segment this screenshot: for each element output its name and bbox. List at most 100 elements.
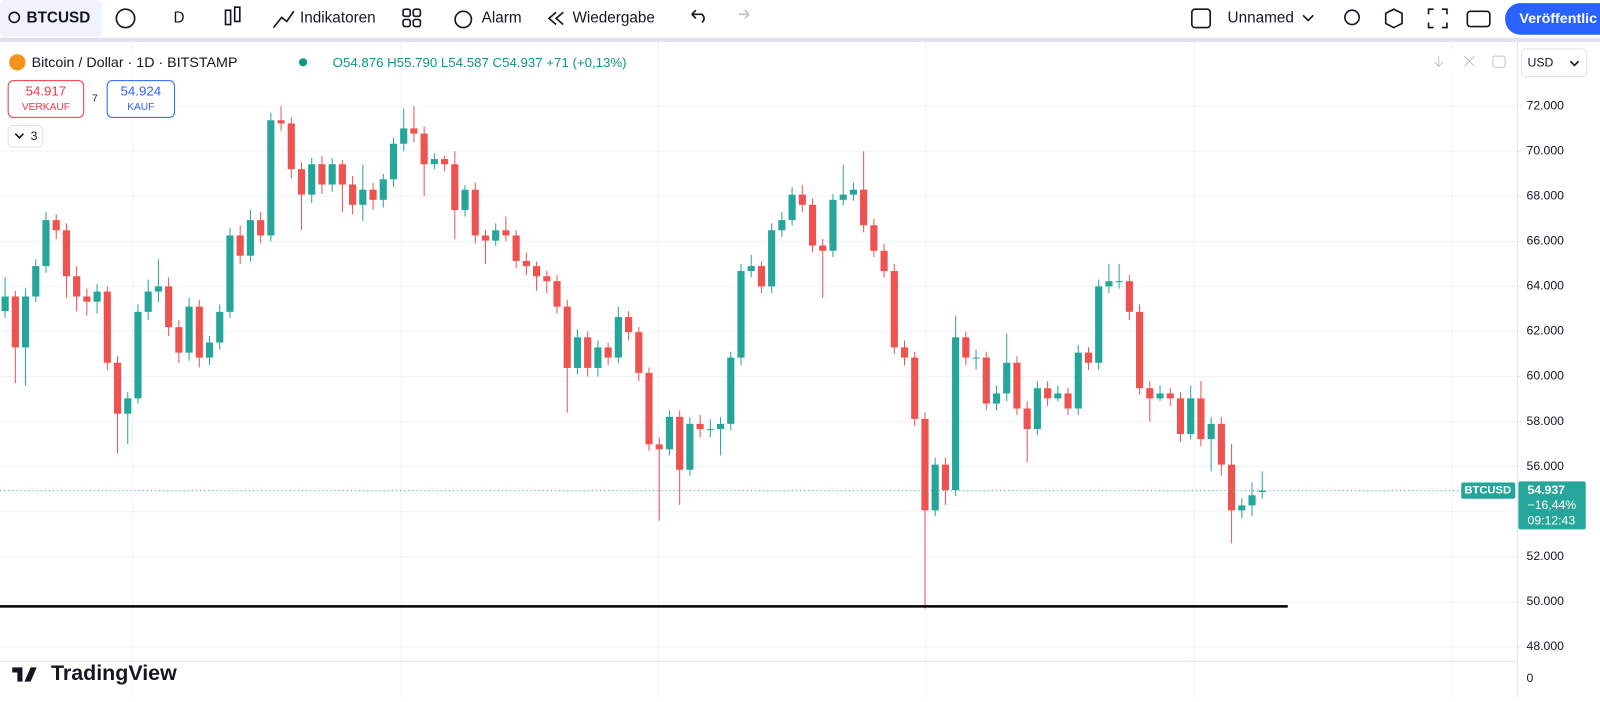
candle-body xyxy=(349,184,357,205)
candle-body xyxy=(788,194,796,221)
settings-icon[interactable] xyxy=(1384,8,1403,29)
candle-body xyxy=(1238,505,1246,511)
candle-body xyxy=(594,347,602,368)
candle-body xyxy=(931,464,939,511)
candle-body xyxy=(768,230,776,287)
candle-body xyxy=(573,337,582,368)
redo-icon[interactable] xyxy=(738,9,750,19)
collapse-pane[interactable] xyxy=(1463,55,1475,67)
candle-body xyxy=(297,169,306,195)
candle-body xyxy=(1228,464,1236,511)
candle-body xyxy=(1258,490,1266,492)
templates-icon-3 xyxy=(402,18,412,28)
buy-label: KAUF xyxy=(127,102,154,113)
candle-body xyxy=(676,416,684,470)
candle-body xyxy=(226,235,234,312)
candle-body xyxy=(870,225,878,251)
legend-ohlc: O54.876 H55.790 L54.587 C54.937 +71 (+0,… xyxy=(333,55,627,70)
candle-body xyxy=(1074,352,1082,409)
templates-icon-4 xyxy=(412,18,422,28)
candle-body xyxy=(113,362,122,414)
candle-body xyxy=(614,317,622,358)
currency-select[interactable] xyxy=(1520,48,1588,78)
candle-body xyxy=(1207,423,1215,440)
publish-button[interactable] xyxy=(1505,3,1600,35)
indicators-button[interactable]: Indikatoren xyxy=(300,9,376,26)
compare-icon[interactable] xyxy=(115,8,136,29)
snapshot-icon[interactable] xyxy=(1466,10,1491,28)
undo-icon[interactable] xyxy=(691,9,705,24)
chart-type-icon-2 xyxy=(233,6,241,23)
candle-body xyxy=(532,266,541,277)
candles xyxy=(0,106,1288,609)
candle-body xyxy=(389,143,398,180)
collapse-icon xyxy=(14,133,25,139)
candle-body xyxy=(563,306,571,368)
candle-body xyxy=(1064,393,1072,409)
candle-body xyxy=(124,398,132,414)
candle-body xyxy=(308,164,316,195)
candle-body xyxy=(205,342,214,358)
sell-price: 54.917 xyxy=(26,83,67,98)
candle-body xyxy=(1,296,9,312)
candle-body xyxy=(175,327,183,353)
candle-body xyxy=(83,296,91,302)
quick-search-icon[interactable] xyxy=(1344,9,1360,26)
y-tick-label: 58.000 xyxy=(1527,414,1565,428)
layout-name[interactable]: Unnamed xyxy=(1228,9,1294,26)
alert-button[interactable]: Alarm xyxy=(482,9,522,26)
candle-body xyxy=(1023,408,1031,430)
symbol-tag xyxy=(1461,482,1516,499)
toolbar-border xyxy=(0,37,1600,42)
candle-body xyxy=(747,266,755,272)
candle-body xyxy=(502,230,510,236)
candle-body xyxy=(277,120,285,124)
move-down[interactable] xyxy=(1434,56,1444,68)
candle-body xyxy=(737,271,745,358)
candle-body xyxy=(665,416,674,450)
candle-body xyxy=(849,189,857,195)
candle-body xyxy=(103,291,111,363)
sell-button[interactable] xyxy=(7,80,85,118)
symbol[interactable]: BTCUSD xyxy=(27,9,91,26)
candle-body xyxy=(195,306,203,358)
price-tag xyxy=(1518,481,1586,530)
y-tick-label: 70.000 xyxy=(1527,143,1565,157)
fullscreen-icon[interactable] xyxy=(1427,8,1448,29)
symbol-search[interactable] xyxy=(0,0,103,37)
maximize-pane[interactable] xyxy=(1492,55,1506,68)
candle-body xyxy=(338,164,346,185)
collapse-indicators[interactable] xyxy=(7,125,44,148)
interval[interactable]: D xyxy=(173,9,184,26)
currency: USD xyxy=(1528,56,1554,70)
candle-body xyxy=(921,418,929,511)
candle-body xyxy=(154,286,162,292)
bitcoin-icon xyxy=(9,54,26,71)
candle-body xyxy=(267,120,275,236)
candle-body xyxy=(471,189,479,236)
templates-icon[interactable] xyxy=(402,8,412,18)
buy-button[interactable] xyxy=(106,80,175,118)
sell-label: VERKAUF xyxy=(22,102,70,113)
y-tick-label: 50.000 xyxy=(1527,594,1565,608)
candle-body xyxy=(624,317,633,333)
candle-body xyxy=(481,235,490,241)
candle-body xyxy=(1136,311,1144,389)
candle-body xyxy=(430,159,438,165)
chart-type-icon[interactable] xyxy=(224,9,232,26)
candle-body xyxy=(911,357,919,419)
candle-body xyxy=(727,357,735,424)
candle-body xyxy=(900,347,909,358)
legend-title: Bitcoin / Dollar · 1D · BITSTAMP xyxy=(32,55,238,71)
candle-body xyxy=(42,220,50,267)
templates-icon-2 xyxy=(412,8,422,18)
symbol-tag-label: BTCUSD xyxy=(1464,485,1511,497)
buy-price: 54.924 xyxy=(121,83,162,98)
replay-button[interactable]: Wiedergabe xyxy=(572,9,654,26)
candle-body xyxy=(328,164,336,185)
candle-body xyxy=(1197,398,1205,440)
layout-dropdown[interactable] xyxy=(1302,14,1314,22)
candle-body xyxy=(246,220,254,256)
layout-icon[interactable] xyxy=(1191,8,1212,29)
